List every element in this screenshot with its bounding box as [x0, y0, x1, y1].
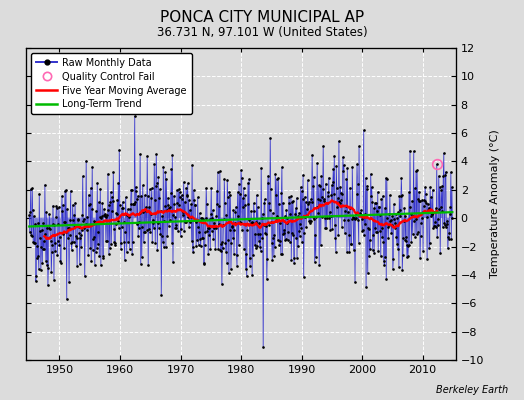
Text: 36.731 N, 97.101 W (United States): 36.731 N, 97.101 W (United States) — [157, 26, 367, 39]
Legend: Raw Monthly Data, Quality Control Fail, Five Year Moving Average, Long-Term Tren: Raw Monthly Data, Quality Control Fail, … — [31, 53, 192, 114]
Y-axis label: Temperature Anomaly (°C): Temperature Anomaly (°C) — [489, 130, 500, 278]
Text: Berkeley Earth: Berkeley Earth — [436, 385, 508, 395]
Text: PONCA CITY MUNICIPAL AP: PONCA CITY MUNICIPAL AP — [160, 10, 364, 25]
